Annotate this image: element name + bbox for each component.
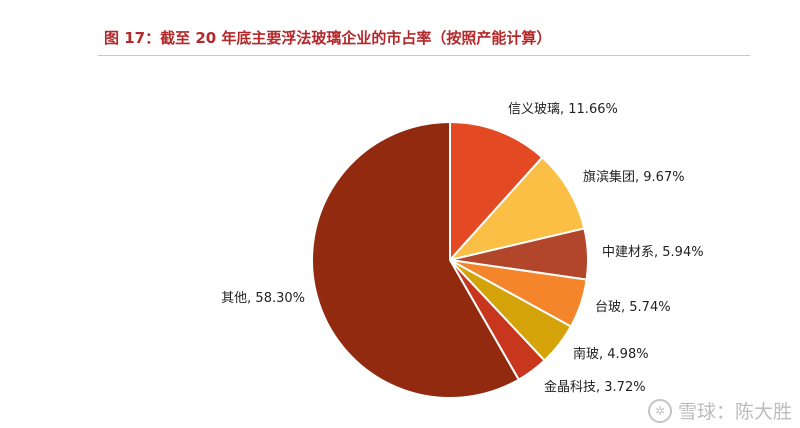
- title-divider: [98, 55, 750, 56]
- slice-label-5: 南玻, 4.98%: [573, 346, 649, 362]
- slice-label-4: 台玻, 5.74%: [595, 300, 671, 315]
- snowball-logo-icon: ✲: [647, 398, 672, 423]
- chart-title: 图 17：截至 20 年底主要浮法玻璃企业的市占率（按照产能计算）: [104, 29, 552, 47]
- pie-slices: [311, 121, 589, 399]
- pie-slice-7: [311, 121, 520, 399]
- watermark-text: 雪球：陈大胜: [677, 401, 792, 423]
- slice-label-2: 旗滨集团, 9.67%: [583, 169, 685, 185]
- pie-slice-1: [449, 121, 544, 261]
- slice-label-6: 金晶科技, 3.72%: [544, 379, 646, 395]
- watermark: ✲ 雪球：陈大胜: [647, 397, 792, 424]
- slice-label-1: 信义玻璃, 11.66%: [508, 102, 618, 117]
- pie-slice-2: [449, 156, 586, 261]
- slice-label-3: 中建材系, 5.94%: [602, 245, 704, 260]
- slice-label-7: 其他, 58.30%: [221, 291, 305, 306]
- slice-labels: 信义玻璃, 11.66% 旗滨集团, 9.67% 中建材系, 5.94% 台玻, 5.…: [221, 102, 703, 395]
